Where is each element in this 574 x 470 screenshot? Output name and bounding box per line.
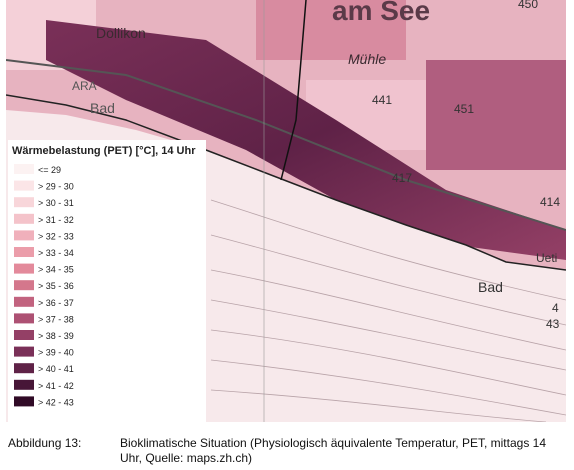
map-label: ARA: [72, 79, 97, 93]
legend-swatch: [14, 213, 34, 224]
legend-title: Wärmebelastung (PET) [°C], 14 Uhr: [12, 145, 196, 157]
legend-swatch: [14, 379, 34, 390]
legend-swatch: [14, 230, 34, 241]
legend-label: > 33 - 34: [38, 248, 74, 258]
land-patch: [256, 0, 406, 60]
legend-swatch: [14, 247, 34, 257]
legend-label: > 29 - 30: [38, 182, 74, 192]
legend-label: > 36 - 37: [38, 298, 74, 308]
map-label: am See: [332, 0, 430, 26]
legend-swatch: [14, 363, 34, 374]
contours: [210, 199, 566, 422]
map-label: Bad: [90, 100, 115, 116]
railway: [6, 59, 566, 231]
legend-label: > 32 - 33: [38, 231, 74, 241]
map-label: 414: [540, 195, 560, 209]
caption-text: Bioklimatische Situation (Physiologisch …: [120, 436, 546, 465]
legend-label: > 39 - 40: [38, 348, 74, 358]
legend-label: > 31 - 32: [38, 215, 74, 225]
map-label: 43: [546, 317, 560, 331]
legend-swatch: [14, 197, 34, 208]
legend-box: [8, 140, 206, 422]
legend: <= 29 > 29 - 30 > 30 - 31 > 31 - 32 > 32 - 3…: [14, 164, 74, 407]
legend-label: > 30 - 31: [38, 198, 74, 208]
shoreline: [6, 94, 566, 271]
map-label: Mühle: [348, 51, 386, 67]
legend-swatch: [14, 330, 34, 340]
map-label: 4: [552, 301, 559, 315]
legend-swatch: [14, 164, 34, 174]
map-label: 451: [454, 102, 474, 116]
boundary: [280, 0, 307, 181]
legend-swatch: [14, 263, 34, 274]
legend-label: > 38 - 39: [38, 331, 74, 341]
map-label: 417: [392, 171, 412, 185]
map-label: 441: [372, 93, 392, 107]
map-label: 450: [518, 0, 538, 11]
map: am See Dollikon Mühle ARA Bad Bad 441 45…: [6, 0, 566, 422]
legend-label: > 42 - 43: [38, 397, 74, 407]
legend-label: > 40 - 41: [38, 364, 74, 374]
map-label: Dollikon: [96, 25, 146, 41]
legend-swatch: [14, 296, 34, 307]
legend-label: > 41 - 42: [38, 381, 74, 391]
legend-label: > 34 - 35: [38, 265, 74, 275]
map-label: Ueti: [536, 251, 557, 265]
legend-label: > 35 - 36: [38, 281, 74, 291]
legend-label: > 37 - 38: [38, 314, 74, 324]
land-patch: [426, 60, 566, 170]
caption-number: Abbildung 13:: [8, 436, 82, 450]
map-label: Bad: [478, 279, 503, 295]
caption: Abbildung 13: Bioklimatische Situation (…: [8, 436, 570, 466]
legend-label: <= 29: [38, 165, 61, 175]
legend-swatch: [14, 313, 34, 324]
legend-swatch: [14, 396, 34, 407]
legend-swatch: [14, 346, 34, 357]
legend-swatch: [14, 280, 34, 291]
legend-swatch: [14, 180, 34, 191]
